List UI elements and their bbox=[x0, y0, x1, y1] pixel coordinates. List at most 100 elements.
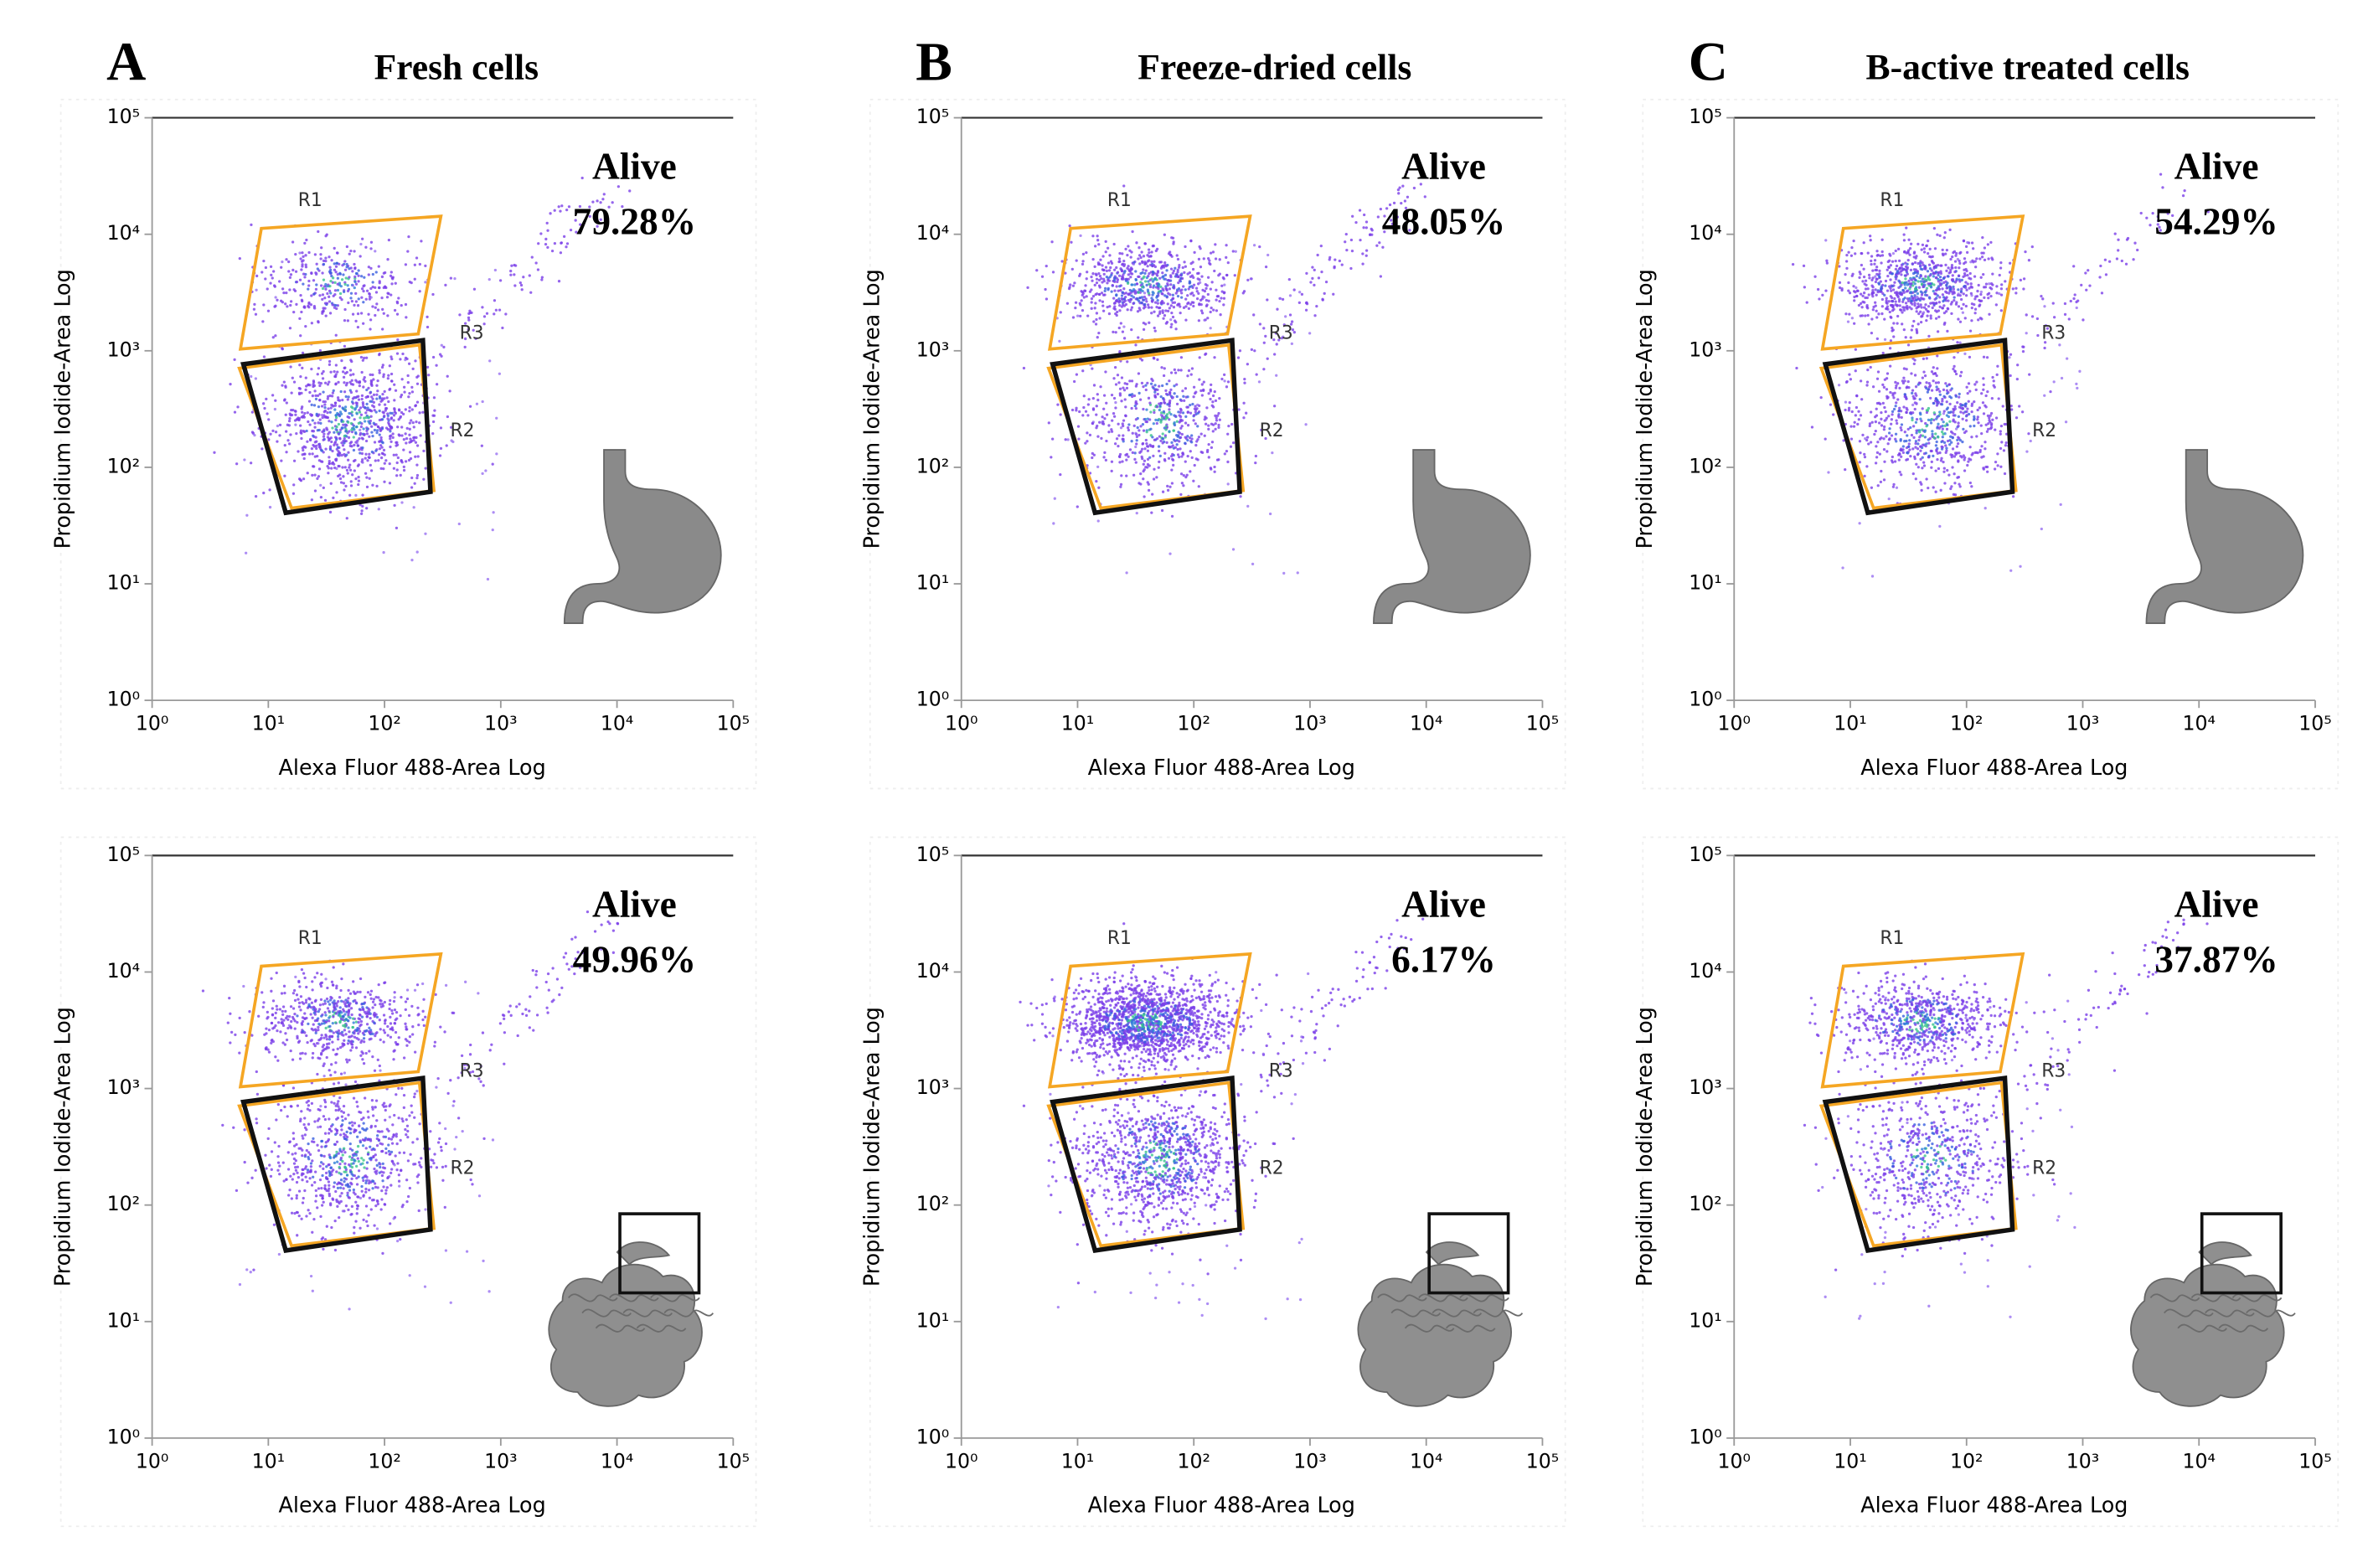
cell-dot bbox=[305, 238, 308, 242]
cell-dot bbox=[1197, 436, 1201, 439]
cell-dot bbox=[1151, 1040, 1155, 1044]
cell-dot bbox=[379, 1069, 382, 1072]
cell-dot bbox=[1264, 265, 1268, 269]
cell-dot bbox=[327, 432, 330, 436]
cell-dot bbox=[314, 1170, 317, 1173]
cell-dot bbox=[236, 405, 240, 409]
cell-dot bbox=[331, 395, 334, 398]
cell-dot bbox=[399, 473, 402, 477]
cell-dot bbox=[276, 440, 279, 443]
cell-dot bbox=[1136, 297, 1139, 302]
cell-dot bbox=[367, 1116, 370, 1119]
cell-dot bbox=[301, 263, 304, 266]
cell-dot bbox=[365, 432, 369, 436]
cell-dot bbox=[279, 299, 283, 302]
cell-dot bbox=[299, 995, 303, 998]
cell-dot bbox=[1199, 450, 1203, 454]
cell-dot bbox=[404, 358, 407, 362]
cell-dot bbox=[344, 1083, 348, 1086]
x-tick-label: 10² bbox=[1177, 1449, 1210, 1473]
cell-dot bbox=[357, 269, 360, 272]
cell-dot bbox=[412, 436, 415, 440]
cell-dot bbox=[300, 310, 303, 314]
cell-dot bbox=[1146, 265, 1149, 268]
cell-dot bbox=[340, 441, 343, 445]
x-tick-label: 10³ bbox=[484, 1449, 517, 1473]
cell-dot bbox=[1123, 382, 1127, 385]
cell-dot bbox=[313, 1019, 317, 1023]
cell-dot bbox=[319, 421, 322, 425]
cell-dot bbox=[1119, 426, 1123, 430]
cell-dot bbox=[352, 1021, 355, 1024]
cell-dot bbox=[369, 296, 373, 299]
cell-dot bbox=[374, 1204, 378, 1208]
cell-dot bbox=[369, 328, 372, 331]
cell-dot bbox=[298, 364, 302, 367]
cell-dot bbox=[1200, 312, 1205, 315]
cell-dot bbox=[1215, 288, 1218, 291]
cell-dot bbox=[1147, 303, 1150, 307]
cell-dot bbox=[277, 1252, 281, 1256]
cell-dot bbox=[326, 397, 329, 400]
cell-dot bbox=[1125, 458, 1128, 462]
cell-dot bbox=[380, 399, 384, 402]
cell-dot bbox=[370, 1099, 374, 1102]
cell-dot bbox=[1165, 288, 1168, 292]
cell-dot bbox=[330, 1125, 333, 1128]
cell-dot bbox=[310, 294, 313, 297]
cell-dot bbox=[328, 285, 332, 288]
cell-dot bbox=[1204, 1001, 1207, 1004]
y-tick-label: 10² bbox=[107, 454, 140, 477]
cell-dot bbox=[290, 391, 293, 395]
cell-dot bbox=[433, 1153, 436, 1156]
cell-dot bbox=[355, 1207, 359, 1210]
cell-dot bbox=[1134, 445, 1137, 449]
cell-dot bbox=[1383, 230, 1386, 234]
cell-dot bbox=[326, 291, 329, 296]
cell-dot bbox=[335, 1132, 338, 1135]
cell-dot bbox=[337, 474, 340, 478]
cell-dot bbox=[340, 453, 343, 457]
cell-dot bbox=[374, 449, 378, 452]
cell-dot bbox=[481, 306, 484, 309]
cell-dot bbox=[1133, 1048, 1137, 1051]
cell-dot bbox=[298, 251, 302, 255]
cell-dot bbox=[360, 287, 364, 291]
cell-dot bbox=[399, 1014, 402, 1018]
cell-dot bbox=[1127, 298, 1130, 302]
cell-dot bbox=[1370, 227, 1373, 230]
cell-dot bbox=[1168, 279, 1171, 282]
cell-dot bbox=[1338, 259, 1341, 263]
cell-dot bbox=[276, 1059, 280, 1062]
cell-dot bbox=[1091, 279, 1094, 282]
cell-dot bbox=[375, 431, 379, 435]
cell-dot bbox=[343, 437, 346, 441]
cell-dot bbox=[331, 1021, 334, 1025]
cell-dot bbox=[1359, 238, 1362, 242]
cell-dot bbox=[348, 1132, 353, 1135]
cell-dot bbox=[1102, 456, 1106, 459]
cell-dot bbox=[274, 334, 277, 338]
x-tick-label: 10⁵ bbox=[717, 712, 750, 735]
cell-dot bbox=[606, 920, 610, 924]
cell-dot bbox=[1127, 394, 1132, 397]
cell-dot bbox=[1117, 274, 1122, 277]
cell-dot bbox=[1313, 268, 1316, 272]
cell-dot bbox=[1188, 280, 1191, 283]
cell-dot bbox=[449, 426, 453, 429]
cell-dot bbox=[1161, 311, 1164, 315]
cell-dot bbox=[408, 433, 411, 436]
cell-dot bbox=[348, 1040, 353, 1044]
cell-dot bbox=[270, 1168, 273, 1171]
cell-dot bbox=[1111, 284, 1114, 287]
cell-dot bbox=[364, 356, 369, 359]
cell-dot bbox=[324, 1014, 328, 1017]
cell-dot bbox=[545, 221, 549, 225]
cell-dot bbox=[303, 276, 307, 279]
cell-dot bbox=[332, 1082, 336, 1086]
cell-dot bbox=[1230, 422, 1234, 426]
cell-dot bbox=[302, 1137, 305, 1140]
cell-dot bbox=[1153, 410, 1156, 415]
cell-dot bbox=[415, 375, 419, 379]
cell-dot bbox=[446, 1091, 450, 1096]
